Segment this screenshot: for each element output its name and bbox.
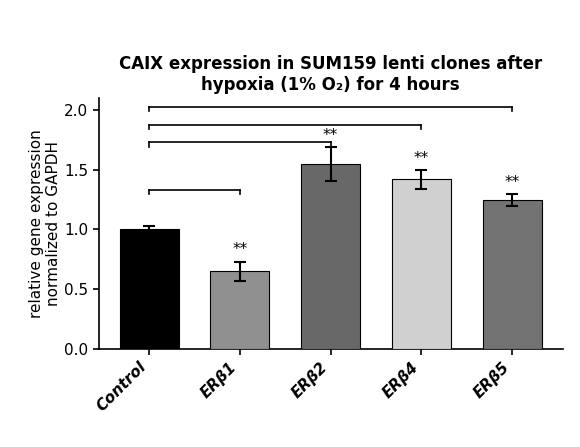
Bar — [392, 179, 451, 349]
Bar — [211, 271, 269, 349]
Bar — [483, 200, 542, 349]
Bar — [119, 229, 179, 349]
Text: **: ** — [323, 128, 338, 143]
Text: **: ** — [505, 174, 520, 190]
Title: CAIX expression in SUM159 lenti clones after
hypoxia (1% O₂) for 4 hours: CAIX expression in SUM159 lenti clones a… — [119, 55, 542, 94]
Text: **: ** — [232, 242, 248, 257]
Bar — [301, 164, 360, 349]
Y-axis label: relative gene expression
normalized to GAPDH: relative gene expression normalized to G… — [29, 129, 61, 318]
Text: **: ** — [414, 151, 429, 166]
